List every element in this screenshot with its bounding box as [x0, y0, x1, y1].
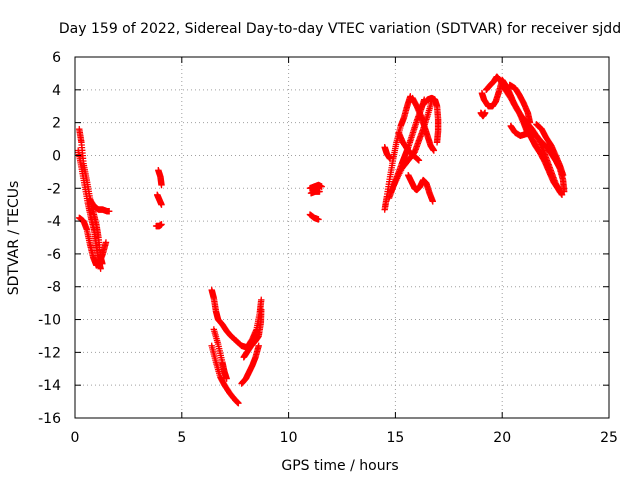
y-tick-label: -2 [47, 181, 61, 197]
y-tick-label: -16 [38, 411, 61, 427]
data-point [258, 296, 265, 304]
data-point [433, 139, 441, 146]
data-point [235, 400, 242, 407]
data-point [158, 181, 165, 189]
series-arc-27 [506, 81, 534, 126]
series-arc-9 [208, 342, 242, 407]
data-point [559, 171, 567, 179]
data-point [315, 216, 322, 223]
x-tick-label: 10 [280, 430, 298, 446]
y-axis-label: SDTVAR / TECUs [6, 181, 22, 296]
data-point [429, 198, 436, 205]
data-point [258, 306, 265, 313]
x-tick-label: 5 [177, 430, 186, 446]
y-tick-label: 4 [52, 83, 61, 99]
series-arc-15 [306, 211, 322, 223]
x-axis-label: GPS time / hours [281, 458, 398, 474]
data-point [105, 208, 113, 215]
y-tick-label: -4 [47, 214, 61, 230]
data-points [75, 73, 568, 407]
series-arc-10 [210, 326, 230, 382]
data-point [526, 119, 534, 126]
y-tick-label: -10 [38, 313, 61, 329]
y-tick-label: -14 [38, 378, 61, 394]
x-tick-labels: 0 5 10 15 20 25 [71, 430, 618, 446]
data-point [316, 188, 323, 195]
data-point [158, 221, 165, 228]
series-arc-7 [152, 221, 165, 230]
y-tick-label: 2 [52, 116, 61, 132]
data-point [560, 188, 568, 195]
data-point [255, 342, 262, 349]
series-arc-4 [86, 196, 113, 215]
series-arc-21 [409, 94, 438, 154]
series-arc-29 [533, 121, 567, 179]
series-arc-19 [405, 171, 436, 205]
data-point [386, 155, 394, 162]
y-tick-label: -12 [38, 345, 61, 361]
series-arc-8 [208, 286, 265, 351]
y-tick-labels: -16 -14 -12 -10 -8 -6 -4 -2 0 2 4 6 [38, 50, 61, 427]
series-arc-13 [306, 181, 325, 192]
series-arc-22 [419, 94, 442, 146]
y-tick-label: 0 [52, 148, 61, 164]
data-point [430, 147, 438, 154]
plot-frame [74, 56, 610, 419]
y-tick-label: -6 [47, 247, 61, 263]
x-tick-label: 25 [600, 430, 618, 446]
series-arc-5 [155, 167, 165, 189]
series-arc-12 [238, 342, 262, 387]
data-point [158, 201, 165, 208]
data-point [558, 191, 566, 199]
data-point [481, 109, 489, 116]
series-arc-14 [307, 188, 323, 197]
series-arc-20 [395, 129, 423, 164]
series-arc-11 [240, 306, 265, 361]
chart-title: Day 159 of 2022, Sidereal Day-to-day VTE… [59, 21, 621, 37]
x-tick-label: 15 [386, 430, 404, 446]
data-point [97, 265, 104, 272]
data-point [102, 239, 110, 246]
x-tick-label: 0 [71, 430, 80, 446]
series-arc-3 [76, 214, 110, 269]
y-tick-label: 6 [52, 50, 61, 66]
series-arc-6 [154, 191, 165, 208]
axis-ticks [74, 56, 610, 419]
series-arc-23 [381, 144, 394, 162]
series-arc-26 [477, 109, 489, 120]
x-tick-label: 20 [493, 430, 511, 446]
data-point [318, 183, 325, 190]
data-point [415, 157, 423, 164]
y-tick-label: -8 [47, 280, 61, 296]
data-point [223, 375, 230, 382]
grid-lines [75, 57, 609, 418]
